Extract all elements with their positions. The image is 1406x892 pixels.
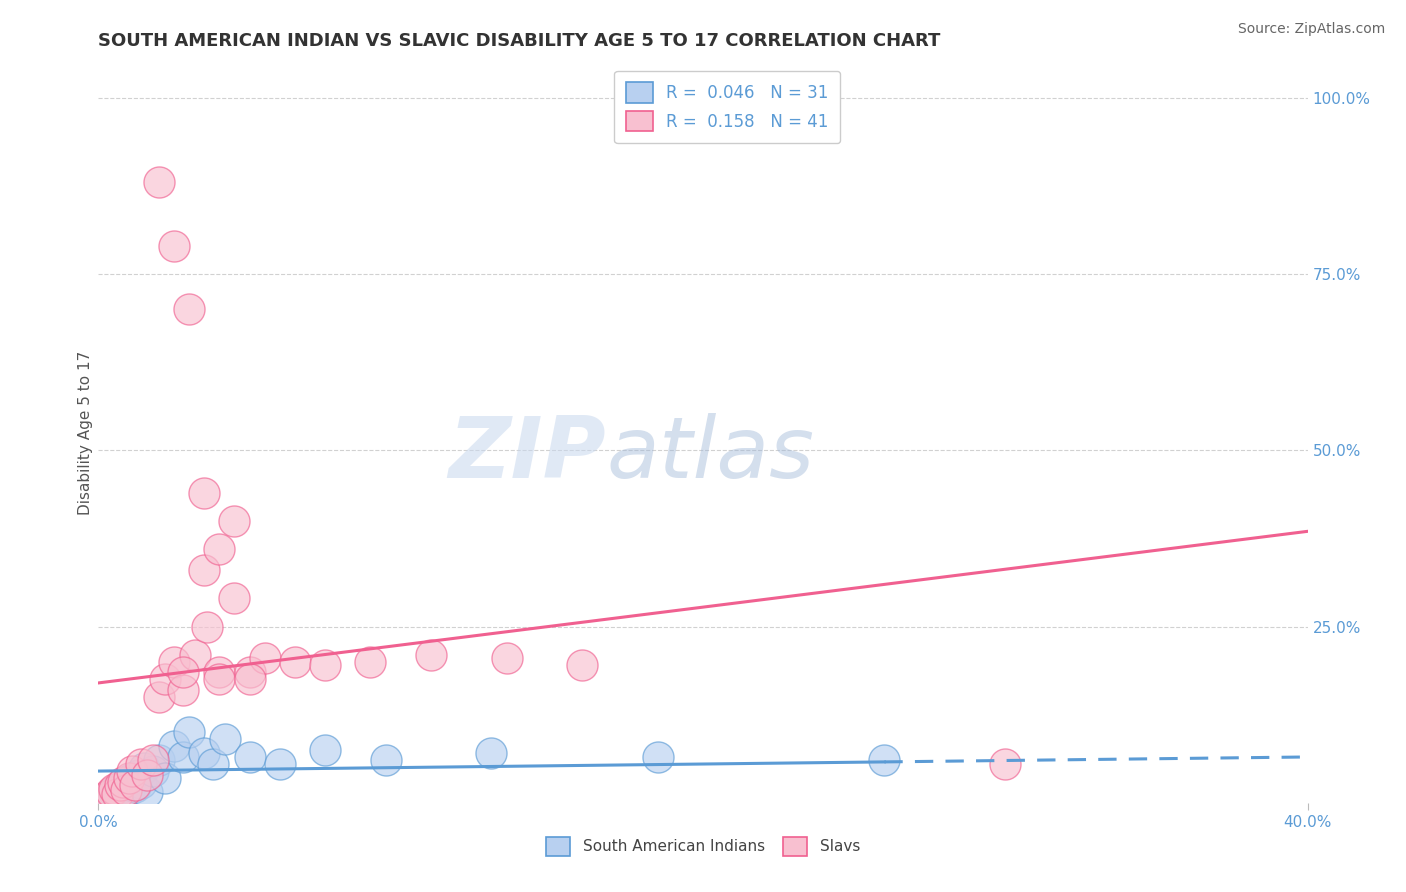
Point	[481, 747, 503, 761]
Point	[96, 790, 118, 805]
Point	[314, 743, 336, 757]
Point	[93, 792, 115, 806]
Point	[284, 655, 307, 669]
Point	[135, 785, 157, 799]
Point	[214, 732, 236, 747]
Point	[163, 239, 186, 253]
Point	[148, 754, 170, 768]
Point	[195, 619, 218, 633]
Point	[647, 750, 669, 764]
Text: ZIP: ZIP	[449, 413, 606, 496]
Point	[142, 764, 165, 778]
Point	[202, 757, 225, 772]
Point	[96, 789, 118, 803]
Y-axis label: Disability Age 5 to 17: Disability Age 5 to 17	[77, 351, 93, 515]
Point	[111, 774, 134, 789]
Point	[873, 754, 896, 768]
Point	[153, 771, 176, 785]
Point	[121, 771, 143, 785]
Point	[314, 658, 336, 673]
Legend: South American Indians, Slavs: South American Indians, Slavs	[540, 831, 866, 862]
Point	[103, 785, 125, 799]
Point	[163, 739, 186, 754]
Point	[208, 665, 231, 680]
Point	[208, 541, 231, 556]
Point	[100, 788, 122, 802]
Point	[163, 655, 186, 669]
Point	[420, 648, 443, 662]
Point	[172, 665, 194, 680]
Point	[100, 785, 122, 799]
Point	[114, 774, 136, 789]
Point	[269, 757, 291, 772]
Point	[108, 789, 131, 803]
Point	[148, 690, 170, 704]
Point	[129, 776, 152, 790]
Point	[172, 683, 194, 698]
Point	[93, 792, 115, 806]
Point	[124, 778, 146, 792]
Point	[108, 778, 131, 792]
Point	[179, 725, 201, 739]
Point	[121, 764, 143, 778]
Point	[224, 514, 246, 528]
Point	[208, 673, 231, 687]
Point	[495, 651, 517, 665]
Point	[239, 665, 262, 680]
Point	[193, 485, 215, 500]
Point	[118, 783, 141, 797]
Point	[127, 767, 149, 781]
Point	[239, 750, 262, 764]
Point	[239, 673, 262, 687]
Text: atlas: atlas	[606, 413, 814, 496]
Point	[129, 757, 152, 772]
Point	[253, 651, 276, 665]
Point	[135, 767, 157, 781]
Point	[111, 778, 134, 792]
Point	[132, 760, 155, 774]
Text: SOUTH AMERICAN INDIAN VS SLAVIC DISABILITY AGE 5 TO 17 CORRELATION CHART: SOUTH AMERICAN INDIAN VS SLAVIC DISABILI…	[98, 32, 941, 50]
Point	[571, 658, 593, 673]
Point	[994, 757, 1017, 772]
Text: Source: ZipAtlas.com: Source: ZipAtlas.com	[1237, 22, 1385, 37]
Point	[193, 747, 215, 761]
Point	[374, 754, 396, 768]
Point	[360, 655, 382, 669]
Point	[114, 783, 136, 797]
Point	[118, 771, 141, 785]
Point	[184, 648, 207, 662]
Point	[193, 563, 215, 577]
Point	[172, 750, 194, 764]
Point	[124, 780, 146, 795]
Point	[153, 673, 176, 687]
Point	[179, 302, 201, 317]
Point	[224, 591, 246, 606]
Point	[105, 788, 128, 802]
Point	[142, 754, 165, 768]
Point	[148, 175, 170, 189]
Point	[105, 781, 128, 796]
Point	[103, 781, 125, 796]
